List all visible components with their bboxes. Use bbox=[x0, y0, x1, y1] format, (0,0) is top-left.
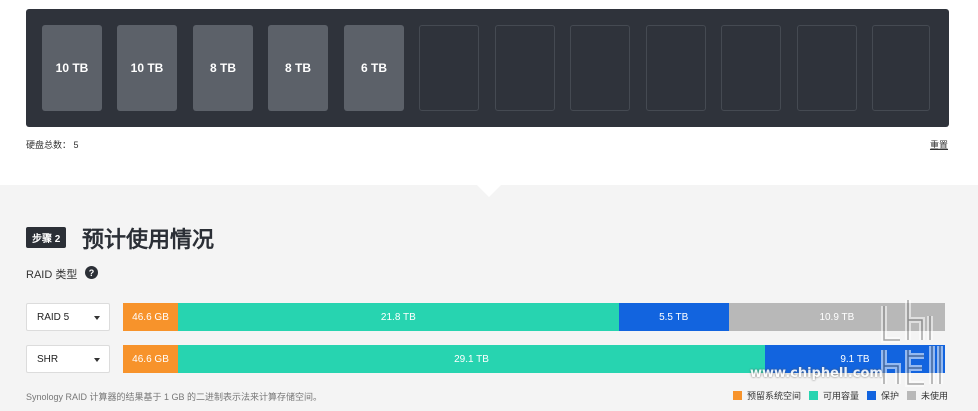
disk-count: 硬盘总数： 5 bbox=[26, 140, 79, 150]
raid-type-value: RAID 5 bbox=[37, 311, 70, 323]
usage-segment-available: 29.1 TB bbox=[178, 345, 765, 373]
section-title: 预计使用情况 bbox=[82, 227, 215, 252]
legend-swatch bbox=[866, 391, 876, 400]
usage-segment-reserved: 46.6 GB bbox=[123, 303, 179, 331]
disk-slot-3[interactable]: 8 TB bbox=[193, 25, 253, 111]
watermark-logo bbox=[881, 300, 943, 387]
raid-type-value: SHR bbox=[37, 353, 59, 365]
disk-selection-panel: 10 TB 10 TB 8 TB 8 TB 6 TB 硬盘总数： 5 重置 bbox=[0, 0, 978, 185]
disk-slot-empty[interactable] bbox=[570, 25, 630, 111]
disk-slot-empty[interactable] bbox=[797, 25, 857, 111]
legend-label: 保护 bbox=[880, 391, 899, 401]
raid-type-label: RAID 类型 bbox=[26, 269, 78, 281]
section-pointer bbox=[476, 184, 502, 197]
disk-slot-empty[interactable] bbox=[495, 25, 555, 111]
legend-swatch bbox=[808, 391, 818, 400]
legend-item-reserved: 预留系统空间 bbox=[732, 389, 801, 402]
usage-segment-available: 21.8 TB bbox=[178, 303, 619, 331]
legend-label: 预留系统空间 bbox=[746, 391, 801, 401]
disk-slot-5[interactable]: 6 TB bbox=[344, 25, 404, 111]
footnote: Synology RAID 计算器的结果基于 1 GB 的二进制表示法来计算存储… bbox=[26, 392, 323, 402]
reset-link[interactable]: 重置 bbox=[929, 140, 948, 150]
disk-bay: 10 TB 10 TB 8 TB 8 TB 6 TB bbox=[26, 9, 949, 127]
help-icon[interactable]: ? bbox=[85, 266, 98, 279]
legend-swatch bbox=[732, 391, 742, 400]
usage-segment-reserved: 46.6 GB bbox=[123, 345, 179, 373]
legend-swatch bbox=[906, 391, 916, 400]
disk-slot-1[interactable]: 10 TB bbox=[42, 25, 102, 111]
disk-slot-empty[interactable] bbox=[721, 25, 781, 111]
caret-down-icon bbox=[94, 358, 100, 362]
legend-item-protection: 保护 bbox=[866, 389, 899, 402]
disk-slot-empty[interactable] bbox=[646, 25, 706, 111]
watermark-text: www.chiphell.com bbox=[750, 366, 883, 381]
disk-slot-4[interactable]: 8 TB bbox=[268, 25, 328, 111]
usage-bar-raid5: 46.6 GB 21.8 TB 5.5 TB 10.9 TB bbox=[123, 303, 945, 331]
legend: 预留系统空间 可用容量 保护 未使用 bbox=[725, 389, 948, 402]
legend-item-unused: 未使用 bbox=[906, 389, 948, 402]
disk-slot-2[interactable]: 10 TB bbox=[117, 25, 177, 111]
legend-label: 可用容量 bbox=[822, 391, 859, 401]
usage-segment-protection: 5.5 TB bbox=[618, 303, 729, 331]
caret-down-icon bbox=[94, 316, 100, 320]
raid-type-select-1[interactable]: RAID 5 bbox=[26, 303, 110, 331]
raid-type-select-2[interactable]: SHR bbox=[26, 345, 110, 373]
legend-item-available: 可用容量 bbox=[808, 389, 859, 402]
disk-slot-empty[interactable] bbox=[419, 25, 479, 111]
disk-slot-empty[interactable] bbox=[872, 25, 930, 111]
step-badge: 步骤 2 bbox=[26, 227, 67, 248]
legend-label: 未使用 bbox=[920, 391, 948, 401]
